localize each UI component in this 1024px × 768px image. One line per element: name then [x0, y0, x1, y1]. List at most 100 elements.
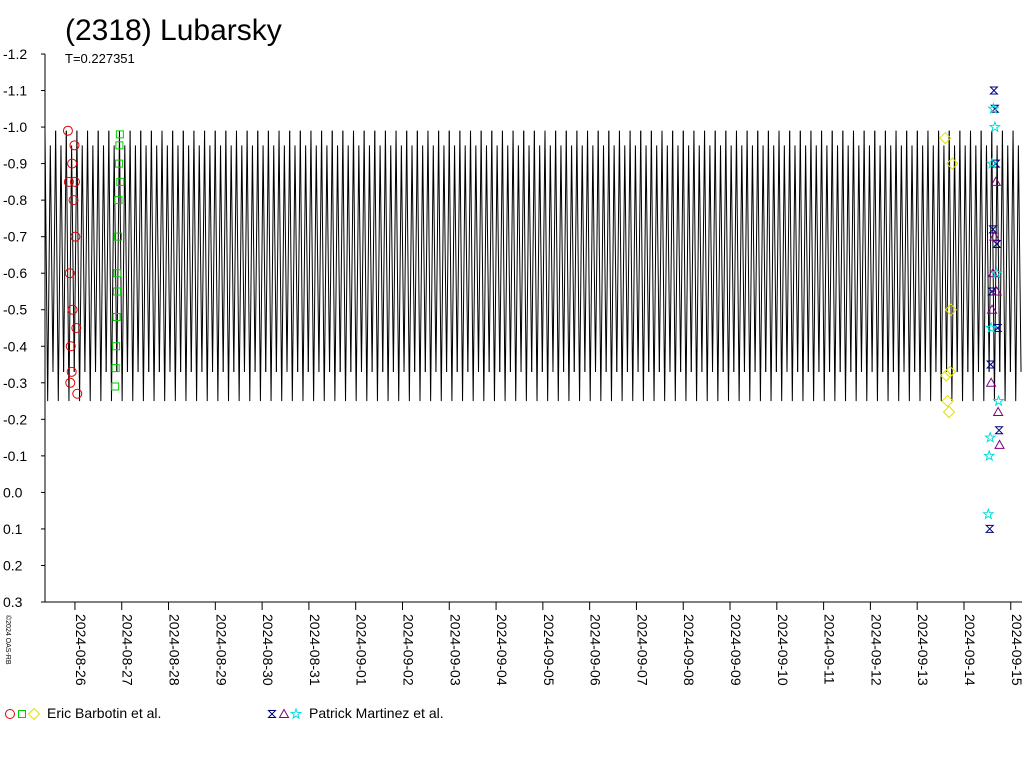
model-connector: [563, 130, 567, 372]
model-connector: [477, 130, 482, 372]
plot-area: [44, 86, 1022, 533]
model-line: [289, 130, 299, 402]
model-connector: [275, 130, 280, 372]
data-point: [994, 426, 1004, 435]
x-tick-label: 2024-08-31: [307, 614, 323, 686]
model-line: [491, 130, 501, 402]
data-point: [72, 388, 83, 399]
model-line: [225, 130, 235, 402]
model-connector: [169, 130, 174, 372]
model-line: [321, 130, 331, 402]
x-tick-label: 2024-09-09: [728, 614, 744, 686]
model-line: [97, 130, 107, 402]
y-tick-label: 0.3: [3, 594, 23, 610]
model-line: [108, 130, 118, 402]
model-connector: [669, 130, 674, 372]
data-point: [66, 366, 77, 377]
data-point: [65, 341, 76, 352]
model-line: [906, 130, 916, 402]
model-line: [587, 130, 597, 402]
data-point: [69, 140, 80, 151]
data-point: [112, 313, 121, 322]
y-tick-label: -0.5: [3, 302, 27, 318]
model-line: [895, 130, 905, 402]
data-point: [982, 507, 995, 520]
data-point: [988, 120, 1002, 133]
model-connector: [754, 130, 759, 372]
legend-label: Eric Barbotin et al.: [47, 705, 161, 721]
model-line: [884, 130, 894, 402]
legend-marker: [278, 708, 290, 718]
model-line: [650, 130, 660, 402]
model-line: [501, 130, 511, 402]
y-tick-label: -0.1: [3, 448, 27, 464]
model-line: [831, 130, 841, 402]
data-point: [113, 232, 122, 241]
model-line: [533, 130, 543, 402]
y-tick-label: -0.3: [3, 375, 27, 391]
model-connector: [595, 130, 599, 372]
model-line: [661, 130, 671, 402]
data-point: [944, 303, 958, 316]
data-point: [992, 394, 1005, 407]
model-connector: [903, 130, 908, 372]
x-tick-label: 2024-09-11: [822, 614, 838, 685]
model-line: [810, 130, 820, 402]
model-line: [608, 130, 618, 402]
data-point: [989, 86, 999, 95]
model-line: [789, 130, 799, 402]
model-connector: [180, 130, 184, 372]
model-connector: [935, 130, 940, 372]
data-point: [985, 524, 995, 533]
data-point: [987, 267, 999, 278]
data-point: [115, 130, 124, 139]
data-point: [114, 196, 123, 205]
model-connector: [456, 130, 461, 372]
model-connector: [605, 130, 610, 372]
y-tick-label: 0.1: [3, 521, 23, 537]
model-line: [299, 130, 309, 402]
model-line: [916, 130, 926, 402]
model-connector: [371, 130, 376, 372]
model-line: [640, 130, 650, 402]
data-point: [990, 176, 1002, 186]
model-connector: [212, 130, 216, 372]
model-connector: [286, 130, 291, 372]
model-connector: [658, 130, 663, 372]
data-point: [67, 304, 78, 315]
data-point: [65, 377, 76, 388]
model-line: [55, 130, 65, 402]
model-connector: [435, 130, 440, 372]
model-connector: [126, 130, 131, 372]
model-line: [427, 130, 437, 402]
model-connector: [680, 130, 684, 372]
legend-marker: [289, 707, 303, 720]
model-line: [395, 130, 405, 402]
model-connector: [892, 130, 897, 372]
model-connector: [818, 130, 823, 372]
data-point: [984, 321, 998, 334]
model-connector: [254, 130, 259, 372]
model-line: [544, 130, 554, 402]
model-connector: [63, 130, 67, 372]
model-line: [597, 130, 607, 402]
legend-marker: [5, 709, 15, 719]
model-connector: [509, 130, 514, 372]
legend-marker: [267, 710, 277, 718]
model-connector: [329, 130, 333, 372]
model-line: [87, 130, 97, 402]
x-tick-label: 2024-09-15: [1009, 614, 1024, 686]
model-connector: [775, 130, 780, 372]
x-tick-label: 2024-09-03: [447, 614, 463, 686]
model-line: [44, 130, 54, 402]
model-connector: [158, 130, 163, 372]
model-connector: [190, 130, 195, 372]
data-point: [939, 131, 952, 145]
model-line: [778, 130, 788, 402]
model-connector: [73, 130, 78, 372]
model-connector: [467, 130, 472, 372]
legend-label: Patrick Martinez et al.: [309, 705, 444, 721]
x-tick-label: 2024-08-28: [167, 614, 183, 686]
